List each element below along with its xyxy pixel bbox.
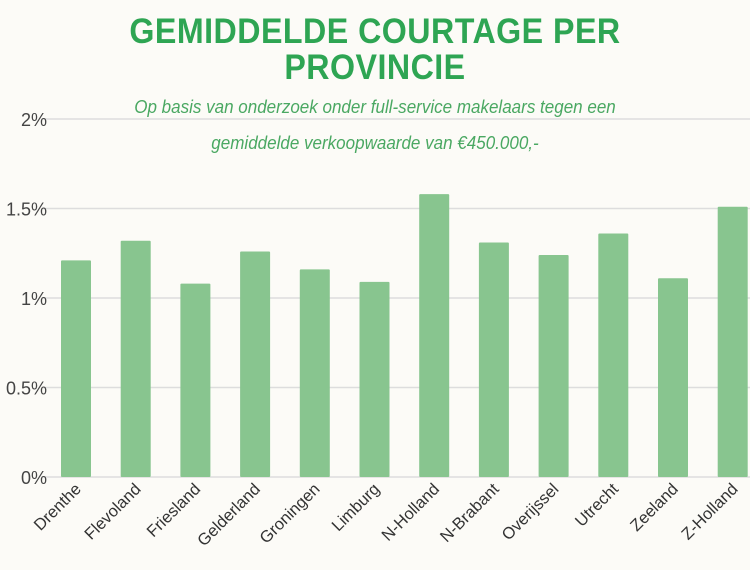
y-tick-label: 1% [21,289,47,309]
bar-zeeland [658,278,688,477]
bar-utrecht [598,233,629,477]
x-tick-label: Limburg [328,480,383,535]
bar-n-brabant [478,242,509,477]
bar-z-holland [717,206,748,477]
bar-friesland [180,283,211,477]
y-tick-label: 0% [21,468,47,488]
bar-overijssel [538,255,569,477]
x-tick-label: Flevoland [81,480,144,543]
chart-subtitle-line-1: Op basis van onderzoek onder full-servic… [134,96,616,117]
y-tick-label: 0.5% [6,379,47,399]
x-tick-label: Overijssel [498,480,562,544]
y-tick-label: 1.5% [6,200,47,220]
x-tick-label: Groningen [256,480,323,547]
x-tick-label: Friesland [144,480,205,541]
y-tick-label: 2% [21,110,47,130]
x-tick-label: Zeeland [627,480,682,535]
chart-title-line-1: GEMIDDELDE COURTAGE PER [129,12,621,51]
bar-flevoland [120,240,151,477]
bar-n-holland [419,194,450,477]
bar-groningen [299,269,330,477]
chart-title-line-2: PROVINCIE [284,48,466,87]
x-tick-label: Drenthe [31,480,85,534]
bar-drenthe [61,260,91,477]
bar-limburg [359,281,390,477]
x-tick-label: Z-Holland [678,480,741,543]
x-tick-label: Utrecht [572,480,623,531]
x-tick-label: N-Holland [378,480,443,545]
bar-gelderland [240,251,271,477]
chart-subtitle-line-2: gemiddelde verkoopwaarde van €450.000,- [211,132,539,153]
x-tick-label: Gelderland [194,480,264,550]
x-tick-label: N-Brabant [437,480,503,546]
